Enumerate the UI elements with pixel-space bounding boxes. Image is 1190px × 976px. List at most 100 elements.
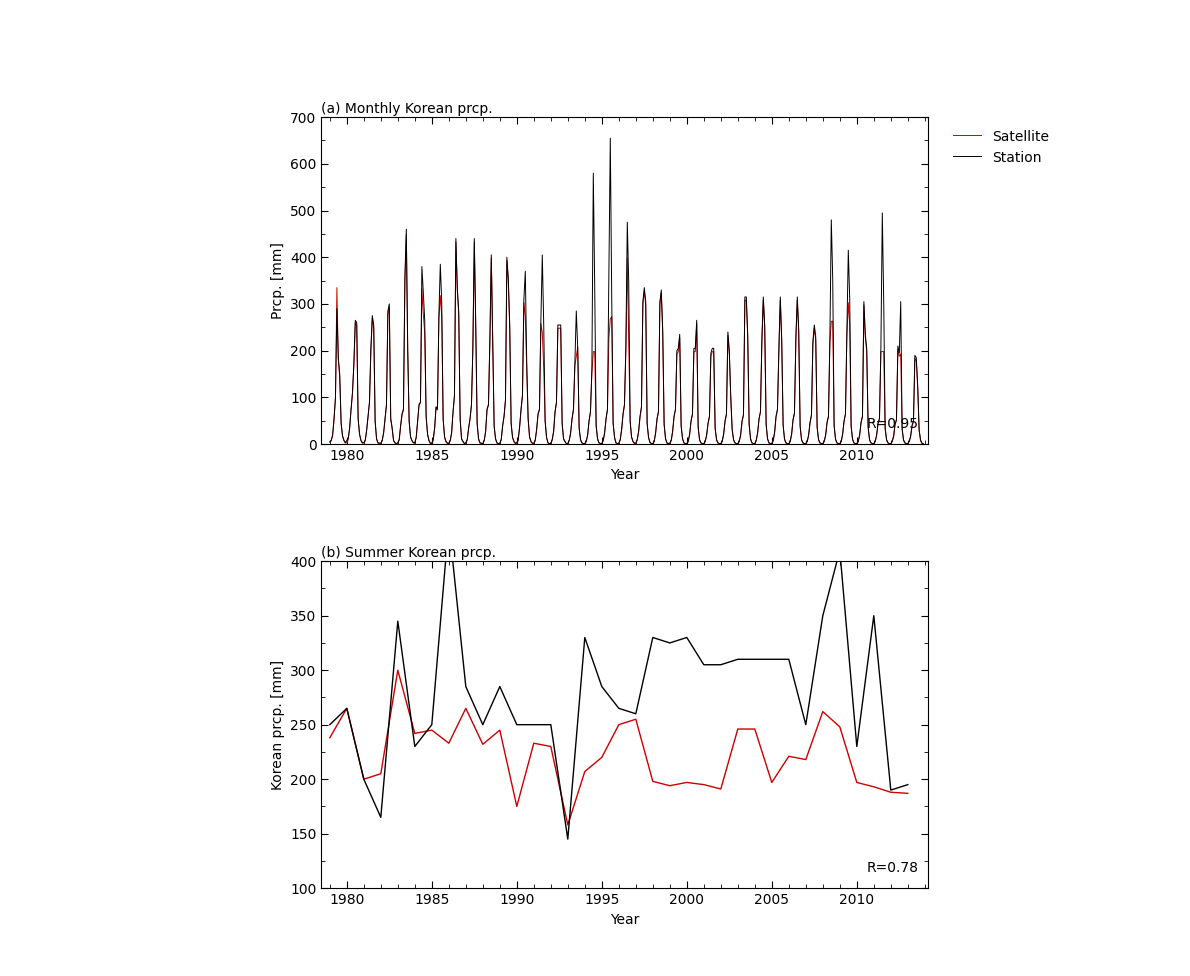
Station (884, 785, 898, 796)
Y-axis label: Prcp. [mm]: Prcp. [mm] (270, 242, 284, 319)
Satellite (595, 752, 609, 763)
Satellite (731, 723, 745, 735)
Satellite (628, 713, 643, 725)
Legend: Satellite, Station: Satellite, Station (947, 124, 1054, 170)
Station (389, 438, 403, 450)
Satellite (798, 753, 813, 765)
Satellite (916, 438, 931, 450)
Satellite (544, 741, 558, 752)
X-axis label: Year: Year (610, 913, 639, 926)
Station (782, 654, 796, 666)
Satellite (714, 783, 728, 794)
Satellite (339, 703, 353, 714)
Station (509, 718, 524, 730)
Station (731, 654, 745, 666)
Satellite (833, 721, 847, 733)
Satellite (619, 344, 633, 355)
Satellite (884, 787, 898, 798)
Station (441, 517, 456, 529)
Station (646, 631, 660, 643)
Satellite (590, 433, 605, 445)
Satellite (343, 423, 357, 434)
Satellite (679, 777, 694, 789)
Station (628, 708, 643, 719)
Station (765, 654, 779, 666)
Station (527, 718, 541, 730)
Text: R=0.95: R=0.95 (868, 417, 919, 431)
Station (339, 703, 353, 714)
Station (560, 834, 575, 845)
Text: (b) Summer Korean prcp.: (b) Summer Korean prcp. (321, 546, 496, 560)
Satellite (458, 703, 472, 714)
Satellite (577, 766, 591, 778)
Satellite (390, 665, 405, 676)
X-axis label: Year: Year (610, 468, 639, 482)
Satellite (399, 229, 413, 241)
Station (425, 718, 439, 730)
Station (696, 659, 710, 671)
Satellite (560, 819, 575, 831)
Y-axis label: Korean prcp. [mm]: Korean prcp. [mm] (270, 660, 284, 790)
Text: (a) Monthly Korean prcp.: (a) Monthly Korean prcp. (321, 102, 493, 116)
Station (833, 545, 847, 556)
Station (679, 631, 694, 643)
Station (866, 610, 881, 622)
Satellite (357, 773, 371, 785)
Station (815, 610, 829, 622)
Station (894, 296, 908, 307)
Station (322, 436, 337, 448)
Station (374, 811, 388, 823)
Satellite (850, 777, 864, 789)
Station (850, 741, 864, 752)
Satellite (524, 436, 538, 448)
Satellite (425, 724, 439, 736)
Line: Station: Station (330, 139, 923, 444)
Station (522, 430, 537, 442)
Satellite (509, 800, 524, 812)
Line: Satellite: Satellite (330, 235, 923, 444)
Satellite (814, 438, 828, 450)
Satellite (696, 779, 710, 791)
Station (357, 773, 371, 785)
Station (408, 741, 422, 752)
Station (612, 703, 626, 714)
Text: R=0.78: R=0.78 (868, 861, 919, 875)
Station (595, 680, 609, 692)
Satellite (476, 739, 490, 751)
Satellite (527, 737, 541, 749)
Station (901, 779, 915, 791)
Station (603, 133, 618, 144)
Station (322, 718, 337, 730)
Satellite (747, 723, 762, 735)
Station (798, 718, 813, 730)
Satellite (815, 706, 829, 717)
Line: Satellite: Satellite (330, 671, 908, 825)
Station (619, 340, 633, 351)
Line: Station: Station (330, 523, 908, 839)
Station (390, 615, 405, 627)
Station (544, 718, 558, 730)
Satellite (372, 438, 387, 450)
Satellite (894, 348, 908, 360)
Satellite (408, 727, 422, 739)
Satellite (322, 732, 337, 744)
Station (714, 659, 728, 671)
Station (663, 637, 677, 649)
Satellite (646, 776, 660, 788)
Satellite (493, 724, 507, 736)
Station (343, 422, 357, 433)
Satellite (441, 737, 456, 749)
Satellite (782, 751, 796, 762)
Station (747, 654, 762, 666)
Station (916, 438, 931, 450)
Station (476, 718, 490, 730)
Satellite (866, 781, 881, 793)
Satellite (765, 777, 779, 789)
Station (458, 680, 472, 692)
Satellite (374, 768, 388, 780)
Station (814, 438, 828, 450)
Satellite (901, 788, 915, 799)
Satellite (663, 780, 677, 792)
Station (493, 680, 507, 692)
Station (589, 420, 603, 431)
